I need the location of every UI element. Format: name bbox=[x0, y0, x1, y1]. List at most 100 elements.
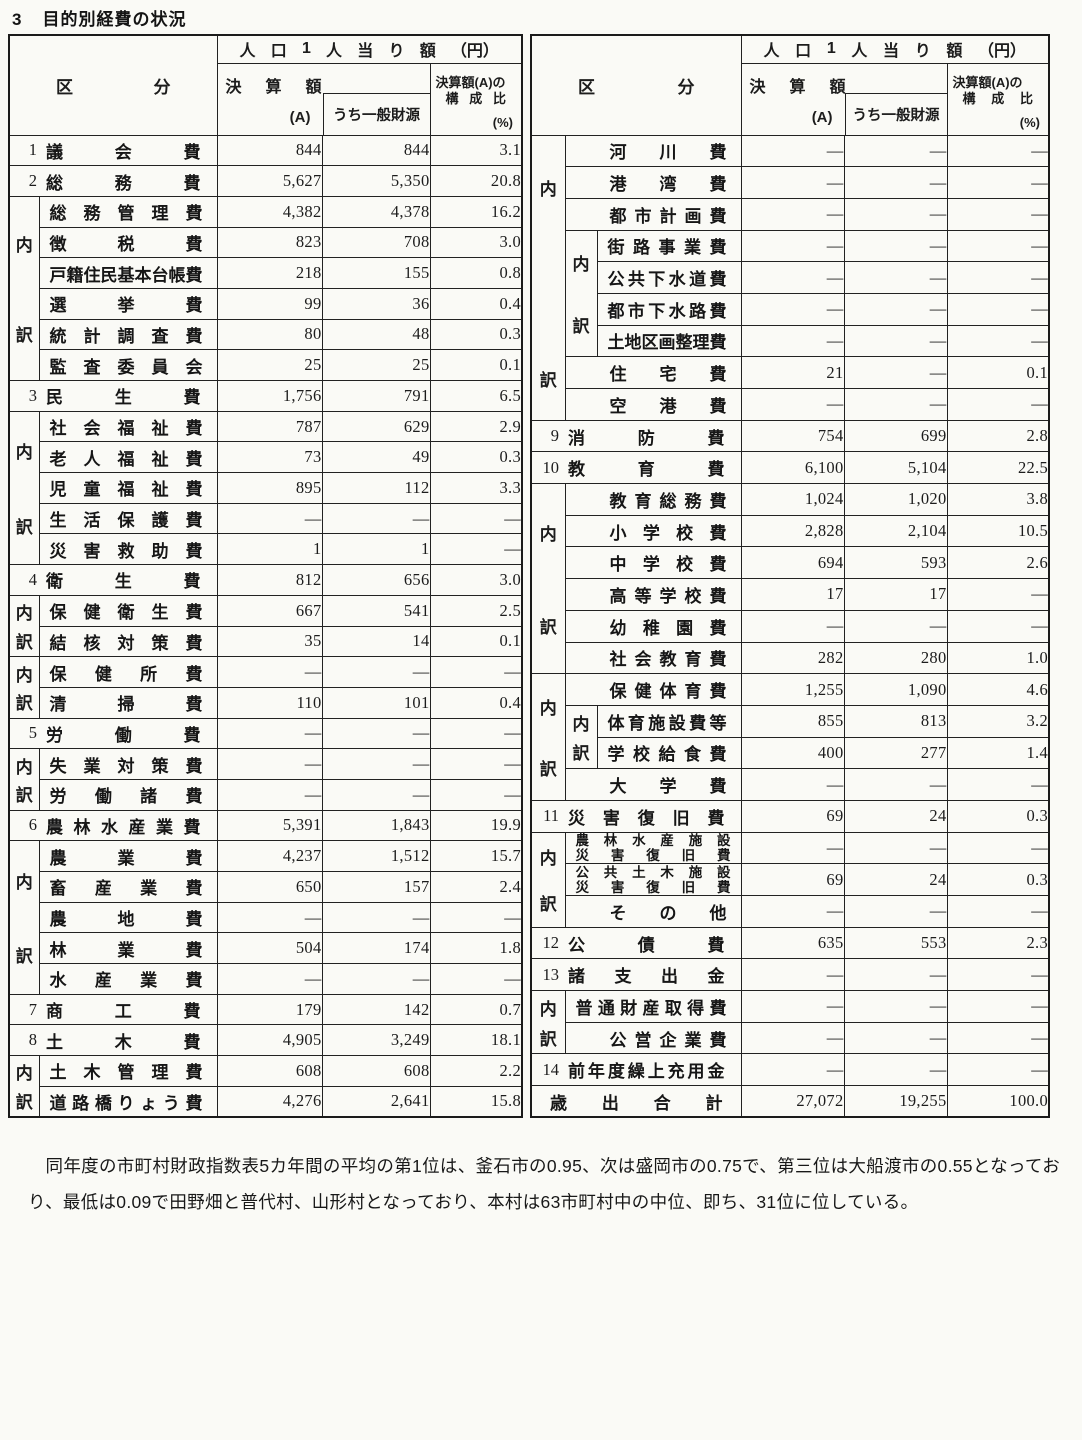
page-title-number: 3 bbox=[12, 10, 23, 29]
value-composition-ratio: — bbox=[429, 656, 523, 688]
uchiwake-column: 内訳 bbox=[10, 751, 39, 808]
value-decided-amount: — bbox=[740, 197, 845, 231]
value-decided-amount: — bbox=[740, 609, 845, 643]
table-row: 選挙費 99 36 0.4 bbox=[9, 287, 523, 320]
uchiwake-marker: 内訳 bbox=[530, 831, 566, 928]
value-composition-ratio: 20.8 bbox=[429, 165, 523, 197]
table-row: 中学校費 694 593 2.6 bbox=[531, 546, 1050, 580]
column-header-a: (A) bbox=[811, 108, 833, 126]
value-general-funds: 24 bbox=[843, 863, 948, 896]
value-composition-ratio: — bbox=[429, 717, 523, 750]
table-row: 都市計画費 — — — bbox=[531, 197, 1050, 231]
table-row: 農地費 — — — bbox=[9, 901, 523, 934]
value-decided-amount: — bbox=[216, 502, 323, 535]
value-general-funds: 157 bbox=[321, 871, 431, 903]
value-composition-ratio: 19.9 bbox=[429, 809, 523, 842]
row-label: 1 議会費 bbox=[8, 134, 218, 167]
uchiwake-uchi-label: 内 bbox=[539, 524, 557, 544]
value-decided-amount: 4,276 bbox=[216, 1085, 323, 1118]
value-decided-amount: — bbox=[740, 1021, 845, 1055]
row-label: 高等学校費 bbox=[564, 578, 742, 611]
row-label: 統計調査費 bbox=[38, 318, 218, 351]
row-number: 10 bbox=[542, 457, 560, 477]
uchiwake-uchi-label: 内 bbox=[15, 872, 33, 892]
main-row-content: 14 前年度繰上充用金 bbox=[532, 1057, 741, 1082]
row-label: その他 bbox=[564, 895, 742, 928]
row-label: 農業費 bbox=[38, 840, 218, 872]
uchiwake-column: 内訳 bbox=[532, 137, 565, 418]
row-label-text: 生活保護費 bbox=[49, 511, 203, 531]
value-decided-amount: — bbox=[740, 958, 845, 992]
value-composition-ratio: 0.1 bbox=[429, 349, 523, 381]
value-decided-amount: 4,237 bbox=[216, 840, 323, 872]
row-label-text: 林業費 bbox=[49, 940, 203, 960]
table-row: 内訳街路事業費 — — — bbox=[531, 229, 1050, 358]
row-label: 10 教育費 bbox=[530, 451, 742, 485]
row-label-text: 衛生費 bbox=[46, 572, 201, 592]
row-label-text: 児童福祉費 bbox=[49, 480, 203, 500]
value-decided-amount: 110 bbox=[216, 686, 323, 719]
row-label: 5 労働費 bbox=[8, 717, 218, 750]
column-header-settled-amount: 決算額 (A) うち一般財源 bbox=[216, 62, 431, 136]
value-composition-ratio: — bbox=[946, 197, 1050, 231]
table-row: 都市下水路費 — — — bbox=[531, 292, 1050, 326]
value-composition-ratio: — bbox=[429, 963, 523, 995]
uchiwake-column: 内訳 bbox=[566, 232, 597, 355]
row-label: 選挙費 bbox=[38, 287, 218, 320]
value-composition-ratio: 3.2 bbox=[946, 704, 1050, 738]
row-label-text: 総務費 bbox=[46, 173, 201, 193]
row-label-text: 水産業費 bbox=[49, 971, 203, 991]
value-decided-amount: 1 bbox=[216, 533, 323, 566]
main-row-content: 4 衛生費 bbox=[10, 567, 217, 592]
row-label-text: 河川費 bbox=[609, 143, 727, 163]
uchiwake-uchi-label: 内 bbox=[15, 1064, 33, 1084]
value-general-funds: 553 bbox=[843, 926, 948, 960]
table-body: 内訳河川費 — — — 港湾費 — — — 都市計画費 — — — 内訳街路事業費 — — — 公共下水道費 — —… bbox=[530, 134, 1050, 1118]
value-decided-amount: 608 bbox=[216, 1055, 323, 1087]
value-composition-ratio: — bbox=[946, 324, 1050, 358]
value-composition-ratio: — bbox=[946, 895, 1050, 928]
value-composition-ratio: 3.8 bbox=[946, 483, 1050, 516]
value-general-funds: — bbox=[843, 292, 948, 326]
table-row: 大学費 — — — bbox=[531, 768, 1050, 801]
row-label: 体育施設費等 bbox=[596, 704, 742, 738]
value-decided-amount: — bbox=[216, 717, 323, 750]
value-composition-ratio: 0.4 bbox=[429, 686, 523, 719]
table-row: 9 消防費 754 699 2.8 bbox=[530, 419, 1050, 453]
row-label-text: 諸支出金 bbox=[568, 967, 725, 987]
value-general-funds: 1,843 bbox=[321, 809, 431, 842]
value-composition-ratio: — bbox=[429, 502, 523, 535]
row-label-text: 住宅費 bbox=[609, 365, 727, 385]
row-label-text: 公営企業費 bbox=[609, 1030, 727, 1050]
row-label: 土地区画整理費 bbox=[596, 324, 742, 358]
value-general-funds: 25 bbox=[321, 349, 431, 381]
value-decided-amount: 4,905 bbox=[216, 1024, 323, 1057]
uchiwake-column: 内訳 bbox=[532, 834, 565, 925]
value-decided-amount: 17 bbox=[740, 578, 845, 611]
row-label: 清掃費 bbox=[38, 686, 218, 719]
value-decided-amount: 69 bbox=[740, 863, 845, 896]
row-label: 保健体育費 bbox=[564, 673, 742, 706]
value-composition-ratio: 0.3 bbox=[946, 799, 1050, 833]
row-label-text: 公共下水道費 bbox=[607, 270, 727, 290]
table-row: 14 前年度繰上充用金 — — — bbox=[530, 1053, 1050, 1087]
uchiwake-uchi-label: 内 bbox=[572, 255, 590, 275]
uchiwake-uchi-label: 内 bbox=[572, 714, 590, 734]
uchiwake-marker: 内訳 bbox=[530, 483, 566, 675]
value-decided-amount: 80 bbox=[216, 318, 323, 351]
value-general-funds: — bbox=[843, 768, 948, 801]
value-decided-amount: 1,024 bbox=[740, 483, 845, 516]
table-row: 内訳総務管理費 4,382 4,378 16.2 bbox=[8, 195, 523, 382]
row-label-text: 災害救助費 bbox=[49, 541, 203, 561]
value-decided-amount: 754 bbox=[740, 419, 845, 453]
table-body: 1 議会費 844 844 3.1 2 総務費 5,627 5,350 20.8 内訳総務管理費 4,… bbox=[8, 134, 523, 1118]
row-label: 9 消防費 bbox=[530, 419, 742, 453]
table-row: 林業費 504 174 1.8 bbox=[9, 932, 523, 965]
value-decided-amount: 823 bbox=[216, 226, 323, 259]
value-general-funds: 14 bbox=[321, 625, 431, 658]
row-label-text: 幼稚園費 bbox=[609, 618, 727, 638]
row-label-text: 都市計画費 bbox=[609, 206, 727, 226]
row-label: 学校給食費 bbox=[596, 736, 742, 770]
table-row: 港湾費 — — — bbox=[531, 166, 1050, 199]
value-composition-ratio: 0.1 bbox=[946, 356, 1050, 389]
